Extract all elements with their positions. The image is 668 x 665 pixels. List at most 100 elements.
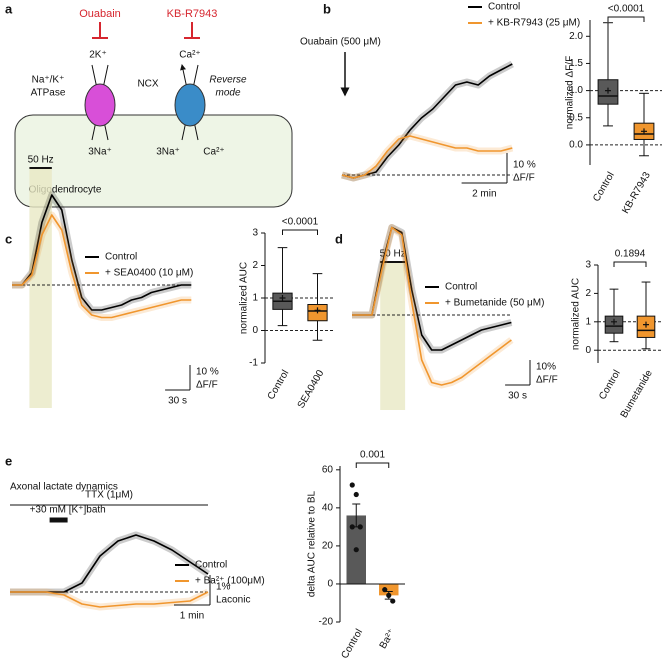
y-tick-label: 0.0 <box>569 140 583 151</box>
scalebar-label: 30 s <box>508 391 527 402</box>
label: NCX <box>137 79 158 90</box>
ion: 3Na⁺ <box>156 147 180 158</box>
scalebar-label: 1% <box>216 582 231 593</box>
mean-marker <box>605 87 611 94</box>
mean-marker <box>314 307 321 314</box>
legend-label: Control <box>195 560 227 571</box>
scalebar-label: 2 min <box>472 189 496 200</box>
y-axis-label: normalized AUC <box>239 262 250 334</box>
stimulus-shade <box>380 262 406 410</box>
label: Reverse <box>209 75 247 86</box>
significance-bracket <box>607 16 645 22</box>
p-value: 0.1894 <box>615 249 646 260</box>
x-tick-label: SEA0400 <box>296 368 327 410</box>
legend-label: Control <box>445 282 477 293</box>
mean-marker <box>641 128 647 135</box>
y-tick-label: 3 <box>252 228 258 239</box>
label: mode <box>215 88 240 99</box>
y-tick-label: 2 <box>252 260 258 271</box>
panel-label: c <box>5 231 12 246</box>
scalebar-label: ΔF/F <box>513 173 535 184</box>
data-point <box>386 592 392 598</box>
ion: Ca²⁺ <box>179 50 200 61</box>
y-tick-label: 2 <box>585 288 591 299</box>
ion: 2K⁺ <box>89 50 107 61</box>
legend-label: + KB-R7943 (25 μM) <box>488 18 580 29</box>
y-tick-label: 2.0 <box>569 31 583 42</box>
y-tick-label: 1.5 <box>569 58 583 69</box>
pump <box>84 83 116 127</box>
data-point <box>357 524 363 530</box>
mean-marker <box>611 318 617 325</box>
significance-bracket <box>613 261 647 267</box>
x-tick-label: KB-R7943 <box>620 170 653 216</box>
p-value: 0.001 <box>360 450 385 461</box>
y-axis-label: normalized ΔF/F <box>565 56 576 129</box>
trace <box>341 135 513 179</box>
label: Na⁺/K⁺ <box>32 75 65 86</box>
trace <box>341 63 513 179</box>
condition-label: +30 mM [K⁺]bath <box>30 505 106 516</box>
y-tick-label: 0 <box>585 345 591 356</box>
data-point <box>390 598 396 604</box>
exchanger <box>174 83 206 127</box>
chart-title: Axonal lactate dynamics <box>10 482 118 493</box>
y-tick-label: 40 <box>322 502 334 513</box>
stimulus-label: 50 Hz <box>380 249 406 260</box>
mean-marker <box>279 295 286 301</box>
scalebar-label: Laconic <box>216 595 250 606</box>
y-tick-label: 1.0 <box>569 85 583 96</box>
trace-band <box>341 60 514 182</box>
ion: 3Na⁺ <box>88 147 112 158</box>
trace-band <box>10 531 210 596</box>
scalebar-label: 10 % <box>196 367 219 378</box>
trace <box>352 226 512 386</box>
condition-label: TTX (1μM) <box>85 490 133 501</box>
y-tick-label: 60 <box>322 464 334 475</box>
legend-label: + SEA0400 (10 μM) <box>105 268 193 279</box>
x-tick-label: Bumetanide <box>619 368 655 420</box>
significance-bracket <box>355 462 390 468</box>
legend-label: Control <box>488 2 520 13</box>
bar <box>379 583 399 596</box>
cell-label: Oligodendrocyte <box>29 185 102 196</box>
x-tick-label: Ba²⁺ <box>378 627 398 651</box>
y-tick-label: 20 <box>322 541 334 552</box>
annotation: Ouabain (500 μM) <box>300 37 381 48</box>
cell <box>14 114 293 208</box>
trace-band <box>341 132 514 182</box>
inhibitor: Ouabain <box>79 8 121 20</box>
panel-a-diagram: Ouabain KB-R7943 2K⁺ Na⁺/K⁺ ATPase 3Na⁺ … <box>14 8 293 208</box>
panel-label: d <box>335 231 343 246</box>
trace <box>12 214 192 319</box>
scalebar-label: ΔF/F <box>196 380 218 391</box>
p-value: <0.0001 <box>282 217 319 228</box>
x-tick-label: Control <box>339 627 365 660</box>
data-point <box>349 524 355 530</box>
y-tick-label: -1 <box>249 358 258 369</box>
y-tick-label: -20 <box>319 617 334 628</box>
y-tick-label: 0.5 <box>569 112 583 123</box>
data-point <box>382 587 388 593</box>
trace <box>10 591 209 608</box>
inhibitor: KB-R7943 <box>167 8 218 20</box>
y-axis-label: normalized AUC <box>571 278 582 350</box>
x-tick-label: Control <box>597 368 623 401</box>
legend-label: + Ba²⁺ (100μM) <box>195 576 265 587</box>
scalebar-label: 30 s <box>168 396 187 407</box>
p-value: <0.0001 <box>608 4 645 15</box>
scalebar-label: 10 % <box>513 160 536 171</box>
y-tick-label: 1 <box>252 293 258 304</box>
panel-label: e <box>5 453 12 468</box>
y-tick-label: 0 <box>252 325 258 336</box>
ion: Ca²⁺ <box>203 147 224 158</box>
label: ATPase <box>31 88 66 99</box>
y-tick-label: 3 <box>585 260 591 271</box>
trace <box>12 194 192 311</box>
scalebar-label: 1 min <box>180 611 204 622</box>
scalebar-label: 10% <box>536 362 556 373</box>
significance-bracket <box>282 229 318 235</box>
y-tick-label: 1 <box>585 316 591 327</box>
legend-label: + Bumetanide (50 μM) <box>445 298 544 309</box>
